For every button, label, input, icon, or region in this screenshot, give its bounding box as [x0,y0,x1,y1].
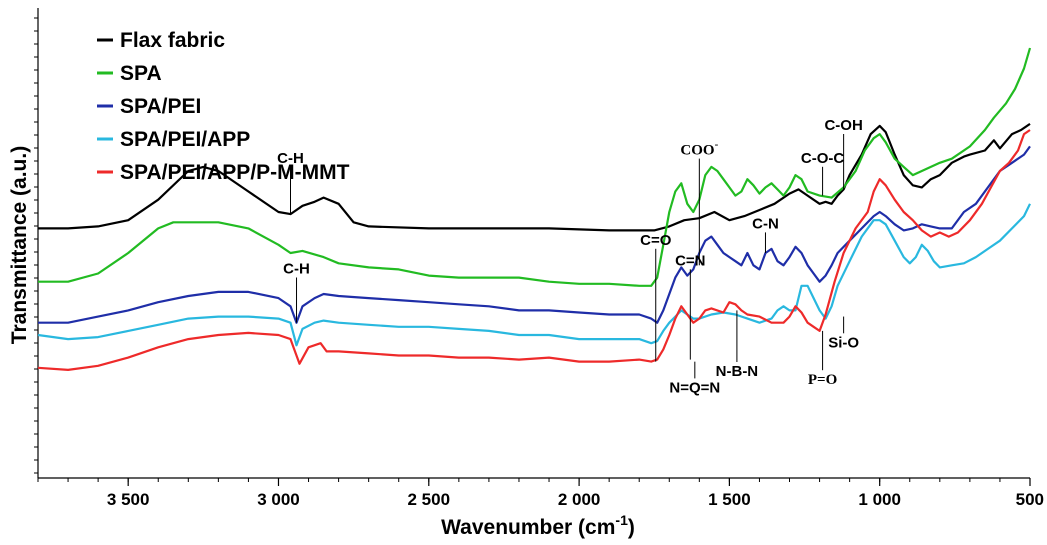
x-tick-label: 1 500 [708,490,751,509]
x-axis-title-text: Wavenumber (cm [441,516,615,539]
annotation: N-B-N [716,310,759,380]
annotation: C-OH [824,117,863,190]
series-line-spa-pei-app [37,203,1031,347]
annotation-label: Si-O [828,334,859,351]
annotation: N=Q=N [669,361,720,396]
legend-item: SPA/PEI/APP/P-M-MMT [97,161,350,184]
series-line-spa [38,47,1032,287]
annotation-layer: C-H C-H COO- C-O-C C-OH C=OC=N C-N N=Q=NN-B-N P=… [277,117,863,396]
annotation: Si-O [828,316,859,351]
annotation-label: C-H [283,261,310,278]
x-tick-label: 2 000 [558,490,601,509]
x-axis-title-close: ) [628,516,635,539]
annotation: C-H [283,261,310,323]
series-layer [37,47,1032,371]
legend-item: Flax fabric [97,29,225,52]
legend-label: SPA [120,62,162,85]
x-tick-label: 1 000 [858,490,901,509]
y-axis-title: Transmittance (a.u.) [8,146,31,344]
annotation-label: C=O [640,232,672,249]
annotation: COO- [680,139,719,266]
annotation-label: C-O-C [801,150,844,167]
legend-item: SPA [97,62,162,85]
series-line-spa-pei-app-p-m-mmt [37,129,1031,371]
x-axis-title: Wavenumber (cm-1) [441,512,635,539]
annotation: C-O-C [801,150,844,196]
annotation-label: C-H [277,150,304,167]
annotation: C-N [752,215,779,253]
x-tick-label: 2 500 [408,490,451,509]
legend-label: SPA/PEI [120,95,201,118]
annotation: C=O [640,232,672,362]
annotation-label: P=O [808,372,837,388]
legend: Flax fabric SPA SPA/PEI SPA/PEI/APP SPA/PEI/… [97,29,350,184]
x-tick-label: 500 [1016,490,1044,509]
legend-label: SPA/PEI/APP [120,128,250,151]
series-line-flax-fabric [38,122,1031,232]
annotation-label: C=N [675,252,705,269]
annotation-label: COO- [680,139,718,159]
axes: 3 500 3 000 2 500 2 000 1 500 1 000 500 [34,8,1044,509]
annotation-label: N-B-N [716,363,759,380]
series-line-spa-pei [38,145,1031,324]
legend-item: SPA/PEI/APP [97,128,250,151]
x-axis-title-sup: -1 [615,512,628,528]
legend-label: Flax fabric [120,29,225,52]
legend-item: SPA/PEI [97,95,201,118]
legend-label: SPA/PEI/APP/P-M-MMT [120,161,350,184]
annotation-label: N=Q=N [669,379,720,396]
annotation: C=N [675,252,706,360]
annotation-label: C-OH [824,117,862,134]
annotation-label: C-N [752,215,779,232]
x-tick-label: 3 000 [257,490,300,509]
annotation: C-H [277,150,304,215]
x-tick-label: 3 500 [107,490,150,509]
annotation: P=O [808,330,837,388]
